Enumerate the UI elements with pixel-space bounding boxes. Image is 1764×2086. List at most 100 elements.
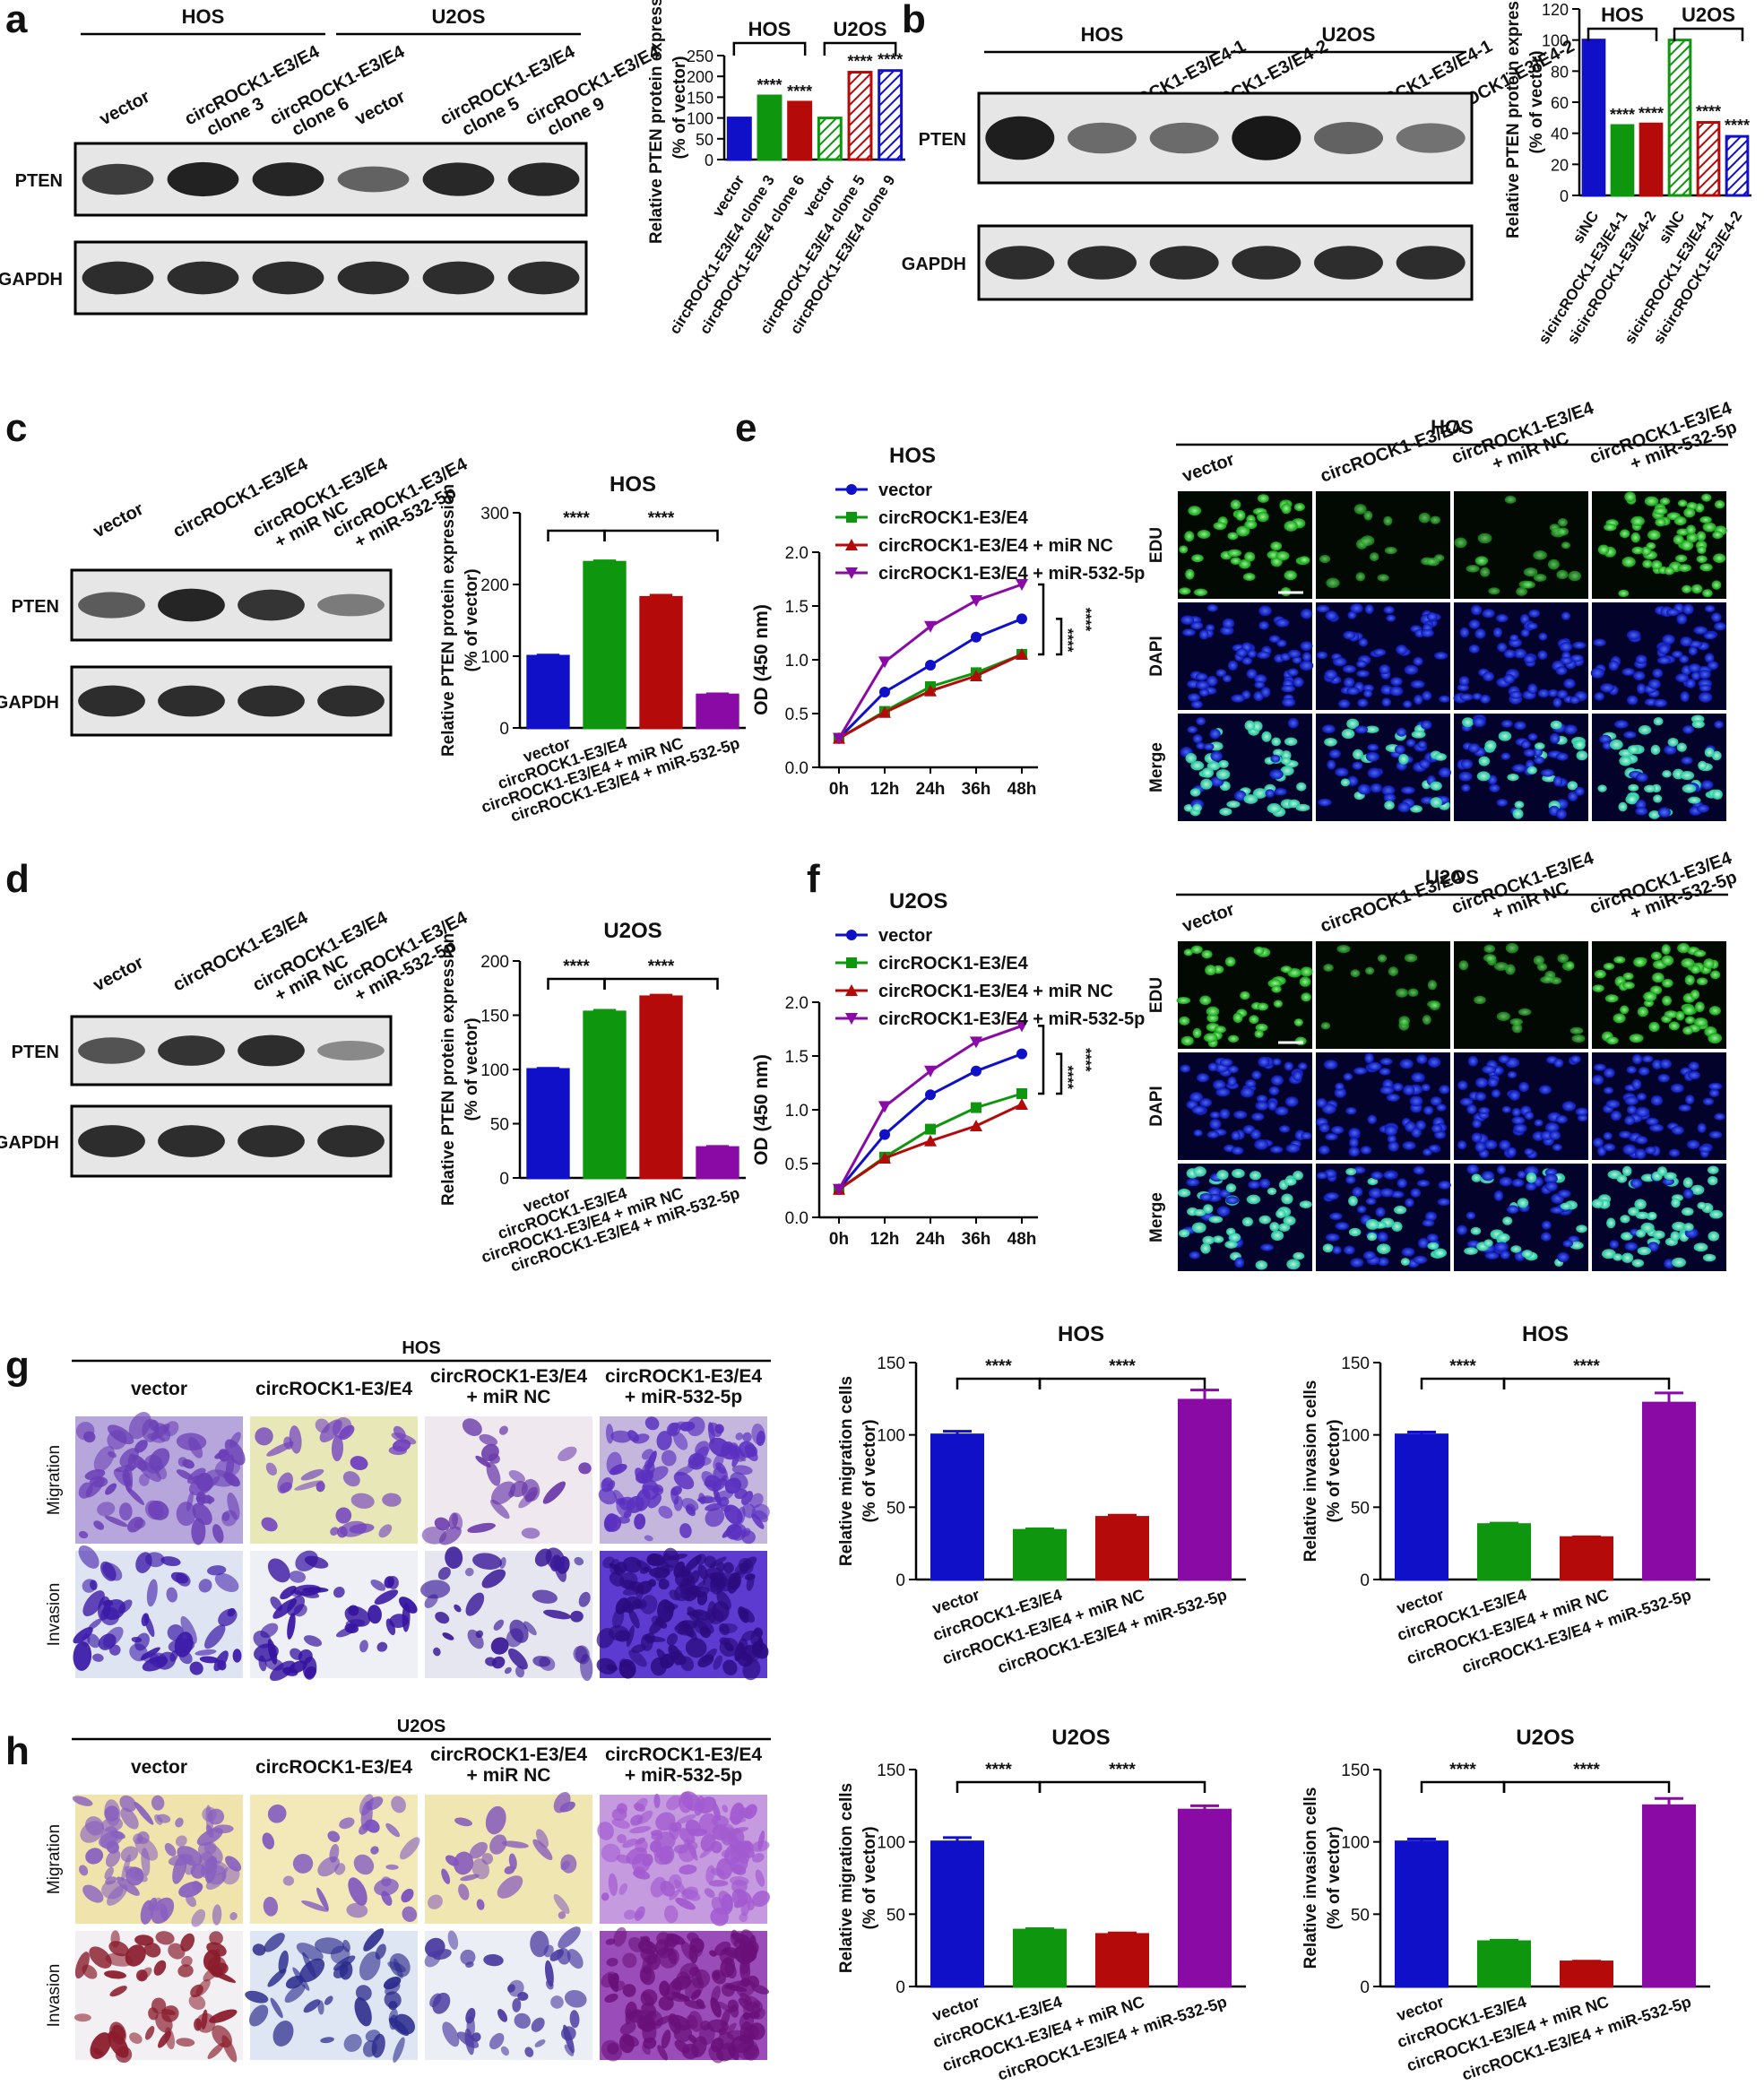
- stained-cell: [720, 1827, 737, 1846]
- cell-nucleus: [1426, 557, 1440, 567]
- stained-cell: [269, 1660, 296, 1682]
- row-label: Migration: [45, 1445, 64, 1515]
- cell-nucleus: [1521, 1250, 1534, 1259]
- y-tick-label: 100: [1542, 32, 1569, 50]
- cell-nucleus: [1275, 618, 1290, 628]
- cell-nucleus: [1652, 1230, 1665, 1240]
- y-axis-label: Relative migration cells (% of vector): [837, 1783, 879, 1973]
- stained-cell: [381, 1891, 393, 1907]
- cell-nucleus: [1527, 683, 1538, 694]
- cell-nucleus: [1680, 770, 1695, 781]
- stained-cell: [127, 1516, 144, 1533]
- stained-cell: [78, 1545, 99, 1569]
- cell-nucleus: [1556, 569, 1569, 580]
- cell-nucleus: [1618, 589, 1630, 598]
- significance-bracket: [603, 529, 719, 541]
- cell-nucleus: [1478, 756, 1491, 766]
- cell-nucleus: [1489, 783, 1500, 792]
- significance-label: ****: [757, 76, 782, 94]
- cell-nucleus: [1638, 725, 1652, 735]
- cell-nucleus: [1620, 1005, 1630, 1015]
- y-axis-label-line: Relative invasion cells: [1301, 1381, 1320, 1562]
- cell-nucleus: [1379, 1058, 1393, 1066]
- y-axis-label-line: (% of vector): [1325, 1826, 1344, 1929]
- stained-cell: [131, 1636, 143, 1643]
- cell-nucleus: [1248, 1180, 1261, 1190]
- y-tick-label: 50: [1351, 1906, 1370, 1925]
- stained-cell: [101, 1880, 124, 1900]
- column-label-line: circROCK1-E3/E4: [1318, 867, 1466, 937]
- cell-nucleus: [1555, 1114, 1568, 1124]
- cell-nucleus: [1647, 1242, 1659, 1252]
- stained-cell: [658, 1995, 674, 2011]
- stained-cell: [744, 1573, 756, 1580]
- cell-nucleus: [1393, 1205, 1407, 1215]
- cell-nucleus: [1231, 694, 1246, 703]
- cell-nucleus: [1335, 1082, 1345, 1091]
- y-tick-label: 50: [490, 1116, 509, 1135]
- cell-nucleus: [1316, 604, 1330, 613]
- cell-nucleus: [1281, 685, 1296, 693]
- cell-nucleus: [1299, 1200, 1312, 1208]
- stained-cell: [393, 2037, 405, 2063]
- cell-nucleus: [1189, 1092, 1204, 1103]
- blot-band: [252, 261, 324, 295]
- y-tick-label: 200: [480, 576, 509, 595]
- cell-nucleus: [1240, 991, 1250, 1000]
- cell-nucleus: [1316, 1172, 1328, 1180]
- cell-nucleus: [1472, 1119, 1482, 1129]
- stained-cell: [530, 1930, 549, 1958]
- x-tick-label: 12h: [870, 780, 900, 799]
- cell-nucleus: [1710, 970, 1721, 980]
- cell-nucleus: [1497, 642, 1508, 653]
- stained-cell: [725, 2022, 737, 2034]
- stained-cell: [731, 1864, 747, 1875]
- cell-nucleus: [1496, 1233, 1510, 1242]
- legend-entry: circROCK1-E3/E4 + miR NC: [878, 536, 1113, 556]
- stained-cell: [642, 2021, 657, 2044]
- cell-nucleus: [1533, 550, 1547, 560]
- cell-nucleus: [1334, 1087, 1346, 1098]
- cell-nucleus: [1404, 953, 1418, 963]
- y-axis-label-line: (% of vector): [463, 1017, 481, 1121]
- stained-cell: [186, 1491, 194, 1512]
- significance-label: ****: [1109, 1761, 1136, 1779]
- stained-cell: [460, 1874, 480, 1882]
- cell-nucleus: [1390, 677, 1403, 687]
- cell-nucleus: [1430, 1096, 1442, 1106]
- cell-nucleus: [1342, 664, 1356, 673]
- stained-cell: [679, 1523, 692, 1538]
- cell-nucleus: [1205, 624, 1215, 632]
- cell-nucleus: [1605, 1099, 1621, 1109]
- stained-cell: [684, 2000, 706, 2010]
- stained-cell: [486, 1461, 501, 1486]
- cell-nucleus: [1180, 615, 1195, 625]
- cell-nucleus: [1400, 1258, 1410, 1266]
- cell-nucleus: [1707, 1165, 1719, 1174]
- stained-cell: [385, 1864, 399, 1870]
- cell-nucleus: [1627, 745, 1639, 755]
- cell-nucleus: [1357, 783, 1371, 795]
- cell-nucleus: [1477, 532, 1492, 544]
- cell-nucleus: [1682, 1005, 1696, 1016]
- cell-nucleus: [1200, 778, 1213, 790]
- panel-letter-a: a: [5, 0, 28, 41]
- cell-nucleus: [1491, 1089, 1501, 1098]
- cell-nucleus: [1690, 671, 1701, 680]
- row-label: Migration: [45, 1824, 64, 1894]
- cell-nucleus: [1269, 769, 1284, 780]
- cell-nucleus: [1518, 1008, 1532, 1017]
- stained-cell: [362, 2039, 377, 2057]
- y-tick-label: 0: [705, 151, 713, 169]
- cell-nucleus: [1350, 1258, 1364, 1268]
- stained-cell: [214, 1450, 229, 1459]
- y-axis-label: Relative PTEN protein expression (% of ve…: [1504, 0, 1546, 238]
- stained-cell: [685, 1819, 701, 1835]
- stained-cell: [640, 1988, 658, 2006]
- stained-cell: [663, 1553, 670, 1562]
- cell-nucleus: [1321, 1104, 1336, 1114]
- cell-nucleus: [1561, 541, 1571, 550]
- stained-cell: [481, 1853, 494, 1865]
